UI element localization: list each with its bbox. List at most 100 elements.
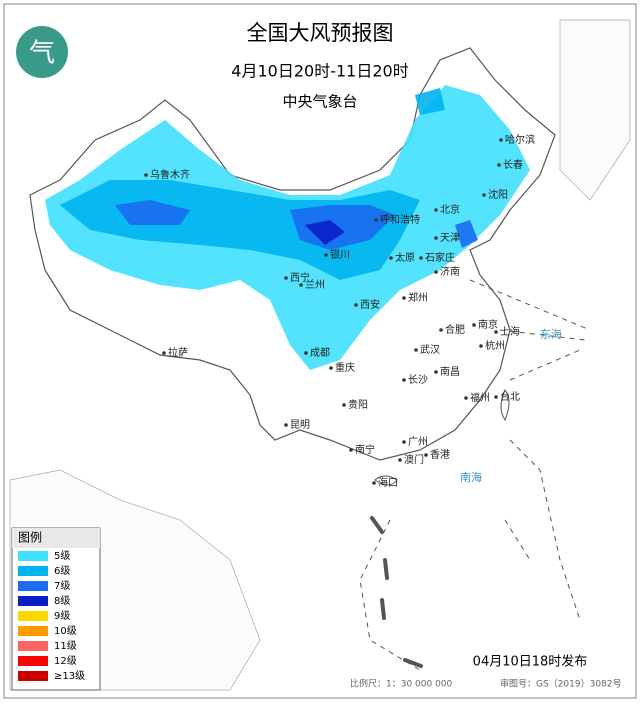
city-label: 济南: [440, 265, 460, 278]
city-label: 长沙: [408, 374, 428, 386]
map-number: 审图号：GS（2019）3082号: [500, 678, 622, 690]
city-dot: [299, 283, 303, 287]
city-label: 北京: [440, 203, 460, 216]
city-dot: [494, 330, 498, 334]
city-dot: [284, 423, 288, 427]
city-dot: [342, 403, 346, 407]
city-label: 哈尔滨: [505, 133, 535, 146]
legend-swatch: [18, 566, 48, 576]
city-dot: [482, 193, 486, 197]
issued-time: 04月10日18时发布: [473, 654, 588, 670]
legend-label: 7级: [54, 580, 70, 592]
city-label: 石家庄: [425, 251, 455, 264]
city-dot: [439, 328, 443, 332]
city-dot: [497, 163, 501, 167]
scale: 比例尺：1：30 000 000: [350, 678, 453, 690]
city-label: 海口: [378, 476, 398, 489]
legend-swatch: [18, 671, 48, 681]
city-label: 西安: [360, 298, 380, 311]
city-label: 合肥: [445, 323, 465, 336]
agency: 中央气象台: [282, 93, 357, 111]
city-dot: [402, 440, 406, 444]
city-dot: [354, 303, 358, 307]
city-label: 呼和浩特: [380, 214, 420, 226]
city-label: 贵阳: [348, 398, 368, 411]
sea-label: 东海: [540, 327, 562, 341]
city-label: 澳门: [404, 453, 424, 466]
nine-dash-line: [370, 516, 423, 668]
city-dot: [434, 270, 438, 274]
legend-swatch: [18, 656, 48, 666]
city-label: 西宁: [290, 271, 310, 284]
city-dot: [464, 396, 468, 400]
legend-label: 8级: [54, 595, 70, 607]
city-dot: [304, 351, 308, 355]
city-label: 成都: [310, 347, 330, 359]
city-dot: [284, 276, 288, 280]
city-label: 重庆: [335, 361, 355, 374]
sea-boundaries: [359, 279, 591, 671]
legend-header: [12, 528, 100, 548]
city-dot: [472, 323, 476, 327]
city-dot: [324, 253, 328, 257]
title: 全国大风预报图: [247, 21, 394, 45]
city-label: 天津: [440, 232, 460, 244]
legend-swatch: [18, 641, 48, 651]
wind-area: [115, 200, 478, 250]
city-label: 兰州: [305, 278, 325, 291]
legend-swatch: [18, 551, 48, 561]
legend-swatch: [18, 626, 48, 636]
legend-label: 12级: [54, 655, 77, 667]
legend-label: ≥13级: [54, 670, 85, 682]
city-dot: [494, 395, 498, 399]
sea-label: 南海: [460, 470, 482, 484]
legend-swatch: [18, 611, 48, 621]
legend-label: 10级: [54, 625, 77, 637]
city-dot: [402, 296, 406, 300]
city-label: 武汉: [420, 343, 440, 356]
city-dot: [434, 208, 438, 212]
city-dot: [414, 348, 418, 352]
legend-label: 9级: [54, 610, 70, 622]
legend-label: 5级: [54, 550, 70, 562]
city-label: 南京: [478, 318, 498, 331]
city-dot: [402, 378, 406, 382]
city-label: 南宁: [355, 443, 375, 456]
city-label: 乌鲁木齐: [150, 168, 190, 181]
city-label: 长春: [503, 159, 523, 171]
city-label: 香港: [430, 449, 450, 461]
city-label: 杭州: [485, 339, 505, 352]
wind-area: [305, 220, 345, 245]
city-dot: [144, 173, 148, 177]
legend-label: 6级: [54, 565, 70, 577]
city-label: 广州: [408, 436, 428, 448]
city-label: 拉萨: [168, 346, 188, 359]
city-label: 沈阳: [488, 188, 508, 201]
city-label: 上海: [500, 325, 520, 338]
city-label: 南昌: [440, 365, 460, 378]
legend: 5级 6级 7级 8级 9级 10级 11级 12级 ≥13级: [18, 550, 85, 682]
city-label: 银川: [330, 248, 350, 261]
city-dot: [349, 448, 353, 452]
legend-swatch: [18, 596, 48, 606]
city-dot: [372, 481, 376, 485]
city-label: 郑州: [408, 291, 428, 304]
city-label: 台北: [500, 390, 520, 403]
city-dot: [424, 453, 428, 457]
subtitle: 4月10日20时-11日20时: [231, 62, 408, 81]
city-dot: [162, 351, 166, 355]
city-dot: [374, 218, 378, 222]
city-label: 昆明: [290, 419, 310, 431]
city-dot: [434, 370, 438, 374]
city-dot: [499, 138, 503, 142]
city-label: 福州: [470, 391, 490, 404]
city-label: 太原: [395, 251, 415, 264]
neighbour-land: [559, 19, 631, 201]
wind-area: [415, 88, 445, 115]
city-dot: [389, 256, 393, 260]
wind-areas: [45, 85, 530, 370]
legend-swatch: [18, 581, 48, 591]
logo-mark: 气: [29, 39, 55, 69]
